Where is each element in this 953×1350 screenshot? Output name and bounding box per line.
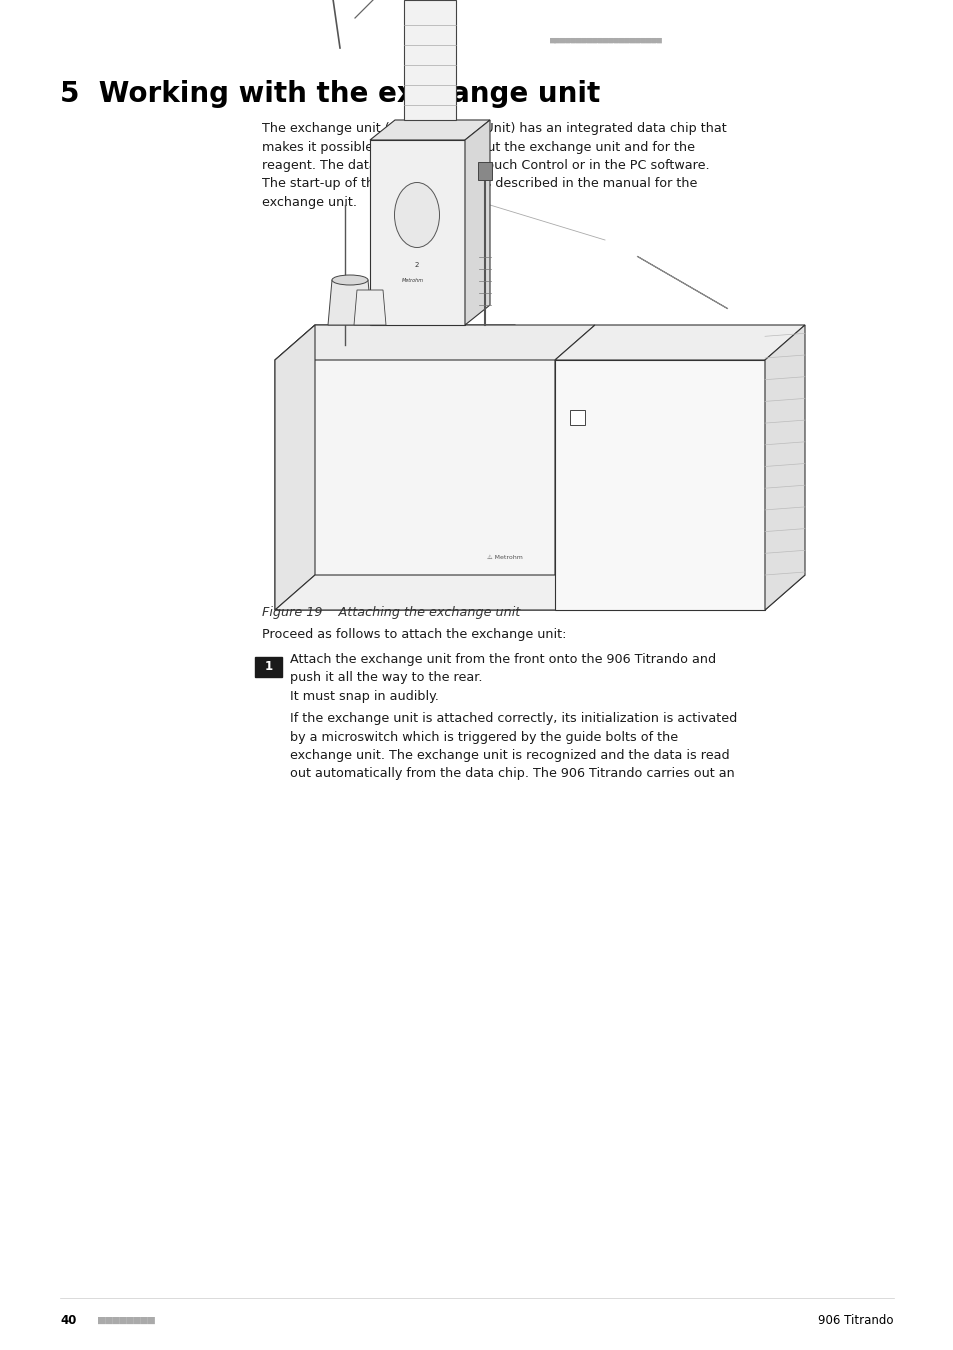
Polygon shape: [274, 325, 314, 610]
Polygon shape: [370, 140, 464, 325]
Polygon shape: [403, 0, 456, 120]
Text: 2: 2: [415, 262, 418, 269]
Polygon shape: [370, 120, 490, 140]
Text: ■■■■■■■■■■■■■■■■■■■■■: ■■■■■■■■■■■■■■■■■■■■■: [550, 35, 662, 45]
Text: ⚠ Metrohm: ⚠ Metrohm: [487, 555, 522, 559]
Text: ■■■■■■■■: ■■■■■■■■: [98, 1314, 154, 1327]
Bar: [569, 410, 584, 425]
Polygon shape: [555, 360, 764, 610]
Polygon shape: [764, 325, 804, 610]
Text: The exchange unit (806 Exchange Unit) has an integrated data chip that
makes it : The exchange unit (806 Exchange Unit) ha…: [262, 122, 726, 209]
Text: Proceed as follows to attach the exchange unit:: Proceed as follows to attach the exchang…: [262, 628, 566, 641]
Polygon shape: [354, 290, 386, 325]
Text: Metrohm: Metrohm: [401, 278, 423, 282]
Polygon shape: [274, 325, 555, 610]
Ellipse shape: [395, 182, 439, 247]
Polygon shape: [555, 325, 804, 360]
Text: Figure 19    Attaching the exchange unit: Figure 19 Attaching the exchange unit: [262, 606, 519, 620]
Text: 5  Working with the exchange unit: 5 Working with the exchange unit: [60, 80, 599, 108]
Text: 1: 1: [264, 660, 273, 674]
Text: If the exchange unit is attached correctly, its initialization is activated
by a: If the exchange unit is attached correct…: [290, 711, 737, 780]
Polygon shape: [464, 120, 490, 325]
Text: Attach the exchange unit from the front onto the 906 Titrando and
push it all th: Attach the exchange unit from the front …: [290, 653, 716, 684]
Text: 40: 40: [60, 1314, 76, 1327]
Polygon shape: [274, 575, 804, 610]
FancyArrowPatch shape: [637, 256, 727, 309]
Ellipse shape: [332, 275, 368, 285]
Text: It must snap in audibly.: It must snap in audibly.: [290, 690, 438, 703]
Polygon shape: [328, 279, 372, 325]
Bar: [254, 657, 282, 676]
Text: 906 Titrando: 906 Titrando: [818, 1314, 893, 1327]
Bar: [477, 162, 492, 180]
Polygon shape: [274, 325, 595, 360]
